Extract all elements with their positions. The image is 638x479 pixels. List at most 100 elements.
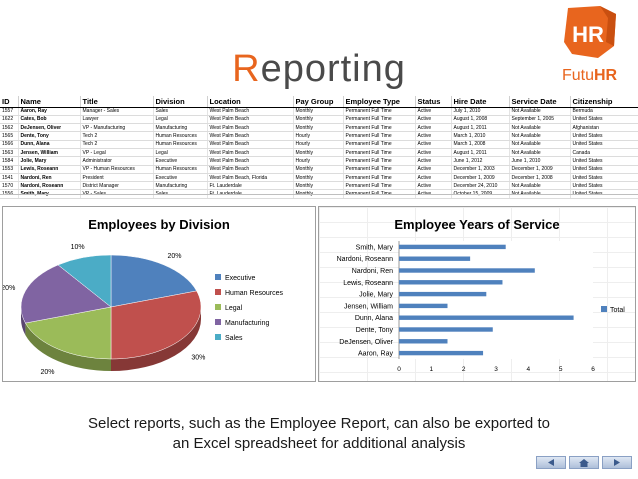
table-cell: Legal	[153, 115, 208, 125]
pie-data-label: 10%	[71, 244, 85, 251]
next-button[interactable]	[602, 456, 632, 469]
table-cell: Manager - Sales	[80, 107, 154, 116]
table-cell: United States	[570, 131, 638, 141]
category-label: Dente, Tony	[356, 327, 394, 334]
bar-chart-svg: Smith, Mary Nardoni, Roseann Nardoni, Ren L…	[337, 241, 625, 373]
table-cell: Active	[415, 173, 452, 183]
table-cell: 1563	[0, 148, 19, 158]
column-header: Employee Type	[343, 96, 416, 108]
table-cell: Permanent Full Time	[343, 181, 416, 191]
table-cell: Permanent Full Time	[343, 115, 416, 125]
table-cell: Active	[415, 165, 452, 174]
table-cell: West Palm Beach	[207, 165, 294, 174]
bar	[399, 350, 484, 356]
column-header: Citizenship	[570, 96, 638, 108]
table-cell: December 1, 2009	[509, 165, 571, 174]
logo-hr-suffix-text: HR	[594, 67, 618, 84]
legend-swatch	[215, 334, 221, 340]
pie-data-label: 20%	[167, 253, 181, 260]
table-cell: December 24, 2010	[451, 181, 510, 191]
table-cell: VP - Legal	[80, 148, 154, 158]
logo-hr-text: HR	[572, 22, 604, 47]
table-cell: Monthly	[293, 165, 344, 174]
table-row: 1584 Jolie, Mary Administrator Executive Wes…	[0, 156, 638, 166]
home-icon	[579, 458, 589, 467]
table-cell: August 1, 2011	[451, 123, 510, 133]
table-cell: Human Resources	[153, 140, 208, 150]
category-label: Lewis, Roseann	[343, 280, 393, 287]
page-title-rest: eporting	[260, 48, 406, 90]
table-cell: Monthly	[293, 173, 344, 183]
table-cell: Hourly	[293, 131, 344, 141]
table-cell: Jensen, William	[18, 148, 81, 158]
table-cell: 1557	[0, 107, 19, 116]
category-label: Nardoni, Ren	[352, 268, 393, 275]
table-cell: July 1, 2010	[451, 107, 510, 116]
bar	[399, 244, 506, 250]
table-cell: Cates, Bob	[18, 115, 81, 125]
table-cell: Jolie, Mary	[18, 156, 81, 166]
table-body: 1557 Aaron, Ray Manager - Sales Sales West P…	[0, 107, 638, 199]
legend-label: Total	[610, 307, 625, 314]
home-button[interactable]	[569, 456, 599, 469]
futuhr-logo: HR Futu HR	[548, 2, 638, 92]
pie-slice-human-resources	[110, 290, 202, 360]
x-tick-label: 6	[591, 366, 595, 373]
table-cell: 1562	[0, 123, 19, 133]
table-cell: September 1, 2005	[509, 115, 571, 125]
table-cell: United States	[570, 156, 638, 166]
table-cell: Tech 2	[80, 131, 154, 141]
table-row: 1557 Aaron, Ray Manager - Sales Sales West P…	[0, 107, 638, 116]
table-cell: Aaron, Ray	[18, 107, 81, 116]
table-cell: Permanent Full Time	[343, 131, 416, 141]
table-bottom-border	[0, 194, 638, 195]
table-row: 1553 Lewis, Roseann VP - Human Resources Hu…	[0, 165, 638, 174]
table-cell: Not Available	[509, 148, 571, 158]
table-row: 1563 Jensen, William VP - Legal Legal West P…	[0, 148, 638, 158]
slide-navigation	[536, 456, 632, 469]
table-cell: Monthly	[293, 181, 344, 191]
table-cell: West Palm Beach	[207, 156, 294, 166]
column-header: Division	[153, 96, 208, 108]
table-cell: Not Available	[509, 107, 571, 116]
table-cell: Active	[415, 107, 452, 116]
table-row: 1622 Cates, Bob Lawyer Legal West Palm Beach…	[0, 115, 638, 125]
pie-chart-svg: 20% 30% 20% 20% 10% Executive Human Resources L…	[3, 244, 283, 376]
column-header: Pay Group	[293, 96, 344, 108]
pie-slice-side	[21, 307, 26, 336]
table-cell: Dunn, Alana	[18, 140, 81, 150]
bar	[399, 327, 493, 332]
legend-label: Sales	[225, 335, 243, 342]
table-cell: Executive	[153, 156, 208, 166]
column-header: Hire Date	[451, 96, 510, 108]
bar	[399, 291, 487, 297]
table-cell: Active	[415, 156, 452, 166]
pie-slice-sales	[57, 254, 112, 308]
logo-futu-text: Futu	[562, 67, 594, 84]
table-cell: Monthly	[293, 123, 344, 133]
table-cell: March 1, 2010	[451, 131, 510, 141]
table-cell: 1584	[0, 156, 19, 166]
table-cell: Permanent Full Time	[343, 148, 416, 158]
table-cell: Afghanistan	[570, 123, 638, 133]
page-title-first-letter: R	[232, 48, 261, 90]
x-tick-label: 1	[430, 366, 434, 373]
pie-slice-manufacturing	[20, 264, 112, 324]
category-label: Jolie, Mary	[359, 292, 393, 299]
bar	[399, 280, 503, 285]
table-cell: 1565	[0, 131, 19, 141]
previous-button[interactable]	[536, 456, 566, 469]
caption-line-1: Select reports, such as the Employee Rep…	[88, 415, 550, 432]
table-cell: 1622	[0, 115, 19, 125]
left-arrow-icon	[548, 459, 554, 466]
x-tick-label: 0	[397, 366, 401, 373]
table-cell: United States	[570, 181, 638, 191]
legend-label: Executive	[225, 275, 255, 282]
table-cell: Tech 2	[80, 140, 154, 150]
column-header: Status	[415, 96, 452, 108]
table-cell: Active	[415, 123, 452, 133]
table-row: 1565 Dente, Tony Tech 2 Human Resources West…	[0, 131, 638, 141]
table-cell: President	[80, 173, 154, 183]
bar	[399, 315, 574, 320]
table-cell: Monthly	[293, 148, 344, 158]
